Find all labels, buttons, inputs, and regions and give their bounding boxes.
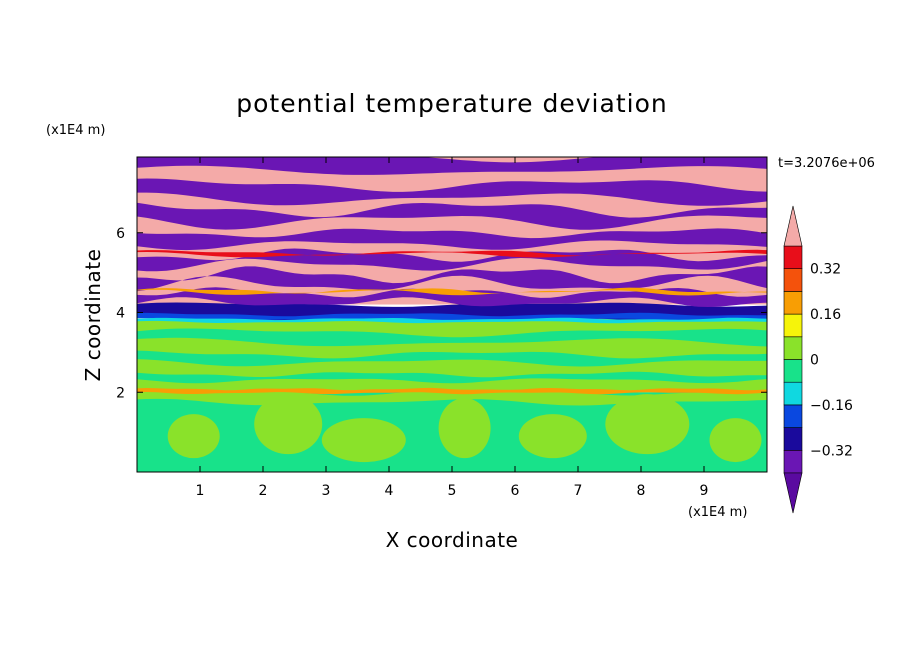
x-axis: 1 2 3 4 5 6 7 8 9 [196, 157, 709, 499]
lower-top-band [137, 389, 767, 406]
colorbar-segment [783, 336, 803, 360]
colorbar-tick-label: 0.32 [810, 262, 841, 278]
colorbar-extend-low [783, 472, 803, 514]
upper-stripe [137, 287, 767, 307]
lower-plume [321, 418, 406, 463]
colorbar-tick-label: −0.16 [810, 398, 853, 414]
middle-streak [137, 371, 767, 384]
colorbar-segment [783, 449, 803, 474]
lower-plume [438, 398, 491, 459]
x-tick-label: 8 [637, 483, 646, 499]
y-units-label: (x1E4 m) [46, 123, 105, 138]
lower-plume [518, 414, 587, 459]
colorbar-segment [783, 245, 803, 270]
lower-plume [254, 394, 323, 455]
x-tick-label: 6 [511, 483, 520, 499]
colorbar-segment [783, 359, 803, 383]
x-tick-label: 1 [196, 483, 205, 499]
x-tick-label: 5 [448, 483, 457, 499]
upper-stripe [137, 228, 767, 251]
time-label: t=3.2076e+06 [778, 156, 875, 171]
lower-plume [167, 414, 220, 459]
inversion-cyan [137, 317, 767, 324]
colorbar-segment [783, 291, 803, 315]
interface-line [137, 387, 767, 395]
colorbar-tick-label: 0.16 [810, 307, 841, 323]
lower-plume [709, 418, 762, 463]
colorbar-tick-label: 0 [810, 353, 819, 369]
chart-title: potential temperature deviation [236, 89, 667, 118]
x-units-label: (x1E4 m) [688, 505, 747, 520]
x-tick-label: 2 [259, 483, 268, 499]
x-axis-label: X coordinate [386, 528, 519, 552]
upper-stripe [137, 202, 767, 230]
middle-streak [137, 350, 767, 367]
x-tick-label: 9 [700, 483, 709, 499]
region-upper [137, 157, 767, 305]
y-tick-label: 4 [116, 306, 125, 322]
contour-field [137, 157, 767, 472]
middle-streak [137, 328, 767, 347]
y-axis-label: Z coordinate [81, 249, 105, 382]
colorbar-segment [783, 404, 803, 428]
x-tick-label: 4 [385, 483, 394, 499]
upper-stripe [137, 157, 767, 175]
x-tick-label: 3 [322, 483, 331, 499]
inversion-blue [137, 312, 767, 322]
y-tick-label: 2 [116, 385, 125, 401]
y-tick-label: 6 [116, 226, 125, 242]
y-axis: 2 4 6 [116, 226, 767, 401]
lower-plume [605, 394, 690, 455]
upper-stripe [137, 266, 767, 292]
colorbar-segment [783, 268, 803, 292]
colorbar-tick-label: −0.32 [810, 443, 853, 459]
colorbar-segment [783, 381, 803, 406]
upper-edge [137, 287, 767, 296]
colorbar-segment [783, 313, 803, 338]
upper-stripe [137, 178, 767, 206]
x-tick-label: 7 [574, 483, 583, 499]
colorbar-segment [783, 427, 803, 451]
colorbar-extend-high [783, 205, 803, 247]
upper-edge [137, 249, 767, 258]
colorbar: 0.32 0.16 0 −0.16 −0.32 [783, 205, 853, 514]
